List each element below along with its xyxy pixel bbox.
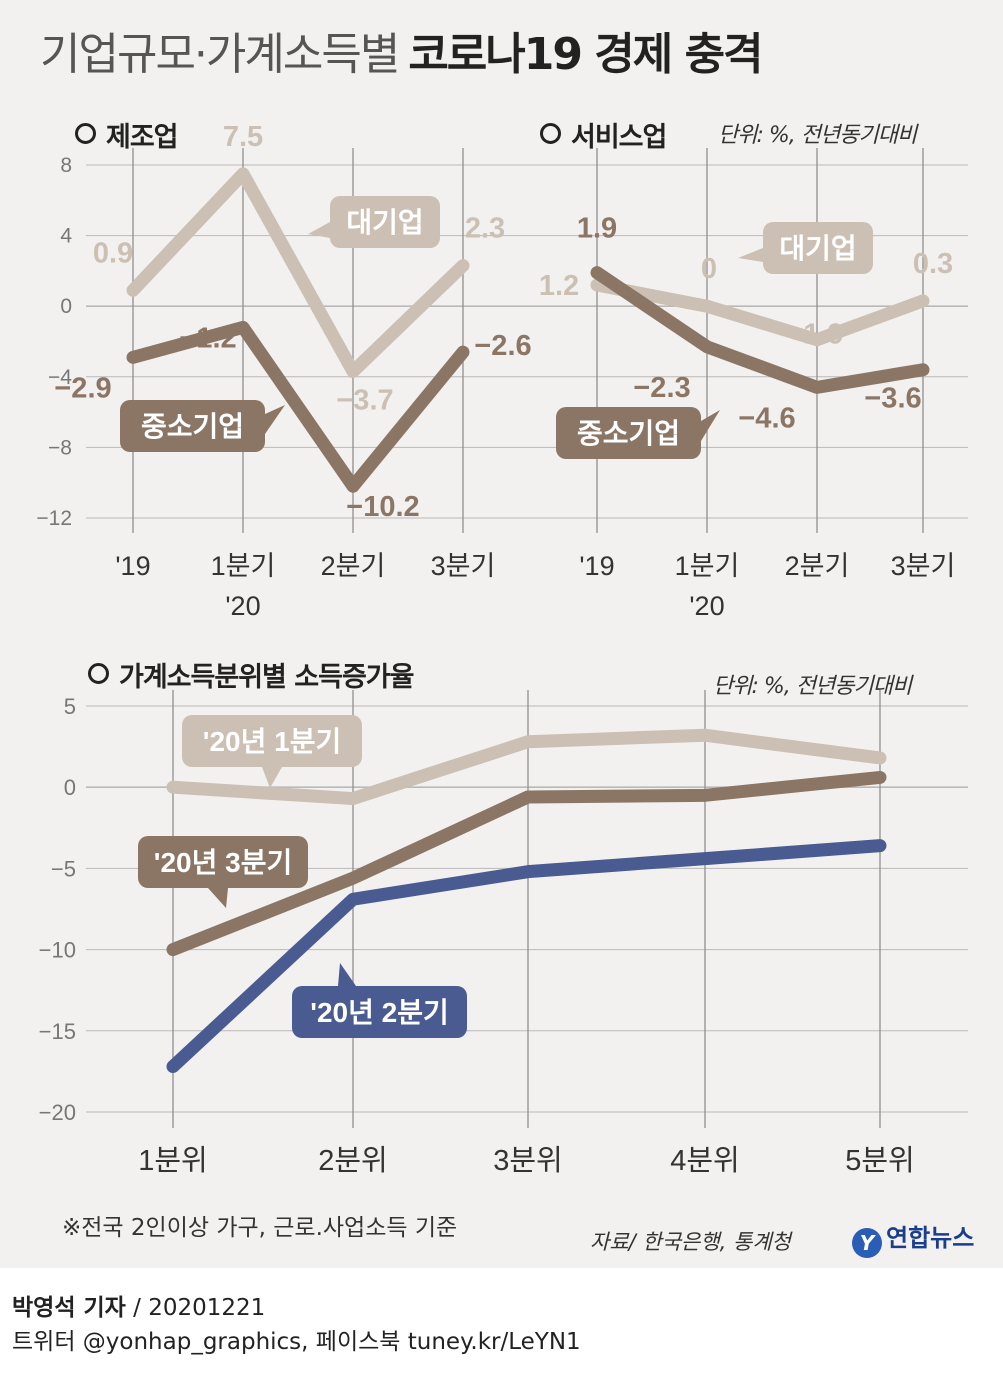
manufacturing-large-value-label: 7.5 <box>223 121 263 153</box>
services-large-value-label: 0 <box>701 253 717 285</box>
y-tick-label: 8 <box>60 154 72 177</box>
y-tick-label: −4 <box>48 366 72 389</box>
yonhap-logo: Y 연합뉴스 <box>852 1218 974 1258</box>
y-tick-label: −5 <box>51 856 76 881</box>
services-large-bubble-tail <box>738 248 763 262</box>
source: 자료/ 한국은행, 통계청 <box>590 1230 791 1254</box>
y-tick-label: −15 <box>39 1019 76 1044</box>
circle-bullet-icon <box>540 123 561 144</box>
services-heading: 서비스업 <box>540 115 667 154</box>
charts-svg: 8 4 0 −4 −8 −12 '19 1분기 '20 2분기 3분기 '19 1분기 '20 2분기 3분기… <box>36 121 968 1177</box>
q1-2020-line <box>166 728 887 806</box>
manufacturing-large-value-label: 2.3 <box>465 213 505 245</box>
y-tick-label: 4 <box>60 225 72 248</box>
services-sme-value-label: −2.3 <box>633 372 690 404</box>
q2-2020-bubble <box>292 986 467 1038</box>
services-large-line <box>590 278 930 347</box>
y-tick-label: 5 <box>64 694 76 719</box>
q2-2020-line <box>166 839 887 1074</box>
q2-2020-bubble-label: '20년 2분기 <box>310 997 448 1028</box>
services-large-value-label: −1.9 <box>786 319 843 351</box>
x-tick-label: 1분기 <box>211 551 276 581</box>
x-tick-label: 3분기 <box>891 551 956 581</box>
yonhap-logo-icon: Y <box>852 1228 882 1258</box>
services-sme-value-label: 1.9 <box>577 213 617 245</box>
services-sme-bubble-label: 중소기업 <box>577 418 680 449</box>
services-large-value-label: 0.3 <box>913 248 953 280</box>
services-sme-line <box>590 266 930 394</box>
q3-2020-line <box>166 770 887 957</box>
x-tick-label: 3분기 <box>431 551 496 581</box>
household-heading: 가계소득분위별 소득증가율 <box>88 655 414 694</box>
x-tick-label: 2분위 <box>318 1144 388 1177</box>
manufacturing-large-bubble-tail <box>308 222 330 238</box>
services-sme-value-label: −4.6 <box>738 402 795 434</box>
manufacturing-large-bubble <box>330 196 440 248</box>
infographic-panel: 기업규모·가계소득별 코로나19 경제 충격 제조업 서비스업 단위: %, 전년… <box>0 0 1003 1268</box>
manufacturing-sme-value-label: −2.9 <box>54 372 111 404</box>
x-tick-label: 1분기 <box>675 551 740 581</box>
q3-2020-bubble <box>138 836 308 888</box>
manufacturing-sme-value-label: −2.6 <box>474 330 531 362</box>
manufacturing-large-line <box>126 167 470 379</box>
circle-bullet-icon <box>88 663 109 684</box>
x-tick-label: '19 <box>115 551 150 581</box>
q2-2020-bubble-tail <box>338 963 356 986</box>
services-large-value-label: 1.2 <box>539 270 579 302</box>
manufacturing-sme-value-label: −10.2 <box>346 491 419 523</box>
y-tick-label: −12 <box>36 507 72 530</box>
manufacturing-large-value-label: −3.7 <box>336 385 393 417</box>
y-tick-label: −8 <box>48 436 72 459</box>
services-sme-bubble-tail <box>701 410 720 441</box>
manufacturing-heading: 제조업 <box>75 115 179 154</box>
y-tick-label: −10 <box>39 938 76 963</box>
services-sme-bubble <box>556 407 701 459</box>
x-tick-label: 2분기 <box>321 551 386 581</box>
circle-bullet-icon <box>75 123 96 144</box>
q1-2020-bubble-label: '20년 1분기 <box>203 726 341 757</box>
manufacturing-large-value-label: 0.9 <box>93 237 133 269</box>
x-tick-label: 3분위 <box>493 1144 563 1177</box>
credit-line-1: 박영석 기자 / 20201221 <box>12 1295 266 1321</box>
x-tick-label-year: '20 <box>689 591 724 621</box>
q3-2020-bubble-tail <box>208 888 228 908</box>
y-tick-label: 0 <box>64 775 76 800</box>
q3-2020-bubble-label: '20년 3분기 <box>154 847 292 878</box>
manufacturing-sme-bubble-label: 중소기업 <box>141 411 244 442</box>
page-title: 기업규모·가계소득별 코로나19 경제 충격 <box>40 29 764 80</box>
manufacturing-sme-bubble-tail <box>265 405 285 434</box>
services-large-bubble-label: 대기업 <box>779 233 856 264</box>
x-tick-label: 1분위 <box>138 1144 208 1177</box>
y-tick-label: −20 <box>39 1100 76 1125</box>
services-large-bubble <box>763 222 873 274</box>
x-tick-label: '19 <box>579 551 614 581</box>
x-tick-label: 2분기 <box>785 551 850 581</box>
manufacturing-sme-bubble <box>120 400 265 452</box>
unit-label-top: 단위: %, 전년동기대비 <box>718 123 917 148</box>
q1-2020-bubble <box>182 715 362 767</box>
footnote: ※전국 2인이상 가구, 근로.사업소득 기준 <box>62 1215 458 1241</box>
manufacturing-sme-line <box>126 320 470 493</box>
y-tick-label: 0 <box>60 295 72 318</box>
x-tick-label: 5분위 <box>845 1144 915 1177</box>
credit-line-2: 트위터 @yonhap_graphics, 페이스북 tuney.kr/LeYN… <box>12 1329 581 1355</box>
unit-label-bottom: 단위: %, 전년동기대비 <box>713 674 912 699</box>
manufacturing-large-bubble-label: 대기업 <box>346 207 423 238</box>
manufacturing-sme-value-label: −1.2 <box>179 322 236 354</box>
x-tick-label-year: '20 <box>225 591 260 621</box>
services-sme-value-label: −3.6 <box>864 383 921 415</box>
q1-2020-bubble-tail <box>262 767 282 788</box>
x-tick-label: 4분위 <box>670 1144 740 1177</box>
